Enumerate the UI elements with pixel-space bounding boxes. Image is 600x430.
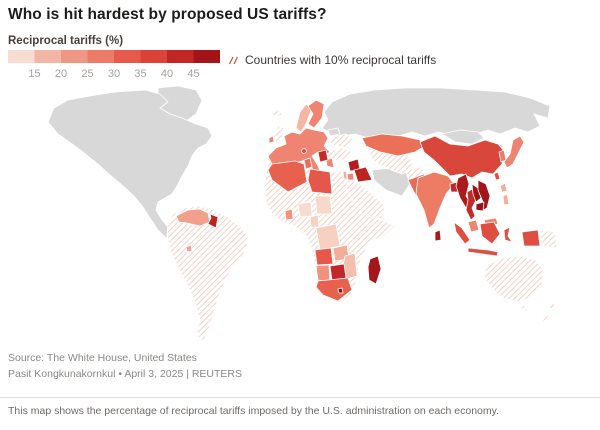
region-philippines xyxy=(499,182,510,206)
region-belarus xyxy=(327,127,341,137)
region-new-zealand-south xyxy=(541,313,552,325)
region-sri-lanka xyxy=(434,229,442,242)
legend-swatch-1 xyxy=(8,50,35,63)
page-title: Who is hit hardest by proposed US tariff… xyxy=(8,6,327,23)
region-jordan xyxy=(346,172,355,181)
region-angola xyxy=(314,247,334,266)
region-chad xyxy=(314,195,333,215)
source-line: Source: The White House, United States xyxy=(8,352,197,364)
region-balkans xyxy=(317,149,329,163)
region-guyana xyxy=(207,213,219,229)
legend-swatch-7 xyxy=(167,50,194,63)
legend-tick-45: 45 xyxy=(187,68,199,80)
legend-color-scale: 15 20 25 30 35 40 45 xyxy=(8,50,220,80)
region-sweden-finland xyxy=(307,99,325,129)
hatch-legend-entry: Countries with 10% reciprocal tariffs xyxy=(228,53,436,67)
region-papua-new-guinea xyxy=(539,229,558,249)
region-tasmania xyxy=(520,304,528,312)
region-north-america xyxy=(47,89,213,239)
region-iraq xyxy=(353,166,373,183)
legend-tick-20: 20 xyxy=(55,68,67,80)
legend-tick-15: 15 xyxy=(28,68,40,80)
region-tunisia xyxy=(303,157,313,170)
hatch-pattern-icon xyxy=(228,56,239,64)
region-greece xyxy=(325,157,335,169)
region-ivory-coast xyxy=(284,208,294,221)
legend-tick-25: 25 xyxy=(81,68,93,80)
region-laos xyxy=(471,183,482,203)
footnote: This map shows the percentage of recipro… xyxy=(8,405,500,417)
region-kazakhstan xyxy=(361,133,426,157)
region-arabia xyxy=(345,178,386,220)
region-south-africa xyxy=(315,277,353,302)
region-nigeria xyxy=(297,201,313,218)
legend-swatch-6 xyxy=(140,50,167,63)
region-taiwan xyxy=(493,171,501,181)
region-new-zealand-north xyxy=(548,301,558,312)
region-madagascar xyxy=(367,255,382,285)
region-switzerland xyxy=(301,148,307,154)
legend-label: Reciprocal tariffs (%) xyxy=(8,35,124,47)
region-namibia xyxy=(315,264,331,283)
region-libya xyxy=(307,168,333,195)
region-israel xyxy=(342,170,348,180)
legend-swatch-4 xyxy=(87,50,114,63)
region-india xyxy=(415,171,455,229)
legend-swatch-5 xyxy=(114,50,141,63)
region-nicaragua xyxy=(185,244,193,253)
world-map xyxy=(47,85,558,342)
region-ireland xyxy=(268,135,275,144)
region-dr-congo xyxy=(315,223,341,251)
region-united-kingdom xyxy=(273,125,285,143)
region-china xyxy=(419,135,506,179)
region-botswana xyxy=(329,263,347,281)
legend-swatch-3 xyxy=(61,50,88,63)
region-mongolia xyxy=(441,129,485,145)
region-south-america xyxy=(166,205,249,342)
footer-divider xyxy=(0,397,600,398)
region-cambodia xyxy=(475,201,485,212)
legend-tick-35: 35 xyxy=(134,68,146,80)
region-ukraine xyxy=(327,133,355,149)
region-russia xyxy=(321,87,551,139)
legend-swatch-8 xyxy=(193,50,220,63)
legend-tick-30: 30 xyxy=(108,68,120,80)
region-japan xyxy=(503,135,525,169)
region-indonesia xyxy=(453,221,541,257)
region-australia xyxy=(483,255,544,303)
legend-swatch-2 xyxy=(34,50,61,63)
hatch-legend-text: Countries with 10% reciprocal tariffs xyxy=(245,53,437,67)
region-cameroon xyxy=(309,214,320,228)
region-lesotho xyxy=(337,287,344,294)
legend-tick-40: 40 xyxy=(161,68,173,80)
region-iceland xyxy=(271,109,283,118)
region-algeria xyxy=(267,160,308,193)
region-turkey xyxy=(325,147,353,161)
byline: Pasit Kongkunakornkul • April 3, 2025 | … xyxy=(8,368,243,380)
